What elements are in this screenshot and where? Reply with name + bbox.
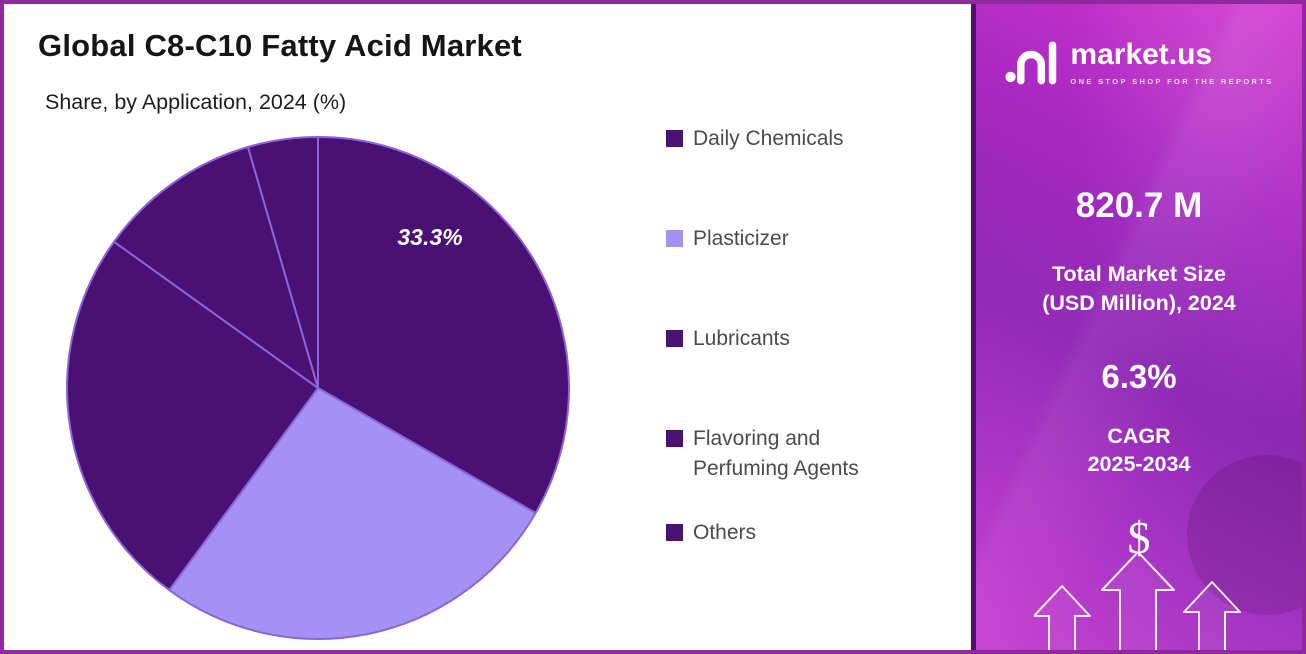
market-size-value: 820.7 M: [1075, 186, 1203, 225]
pie-slice-others: [246, 136, 320, 390]
pie-chart: [66, 136, 570, 640]
legend-item: Plasticizer: [666, 224, 946, 254]
brand-tagline: ONE STOP SHOP FOR THE REPORTS: [1070, 77, 1274, 86]
brand-name: market.us: [1070, 38, 1213, 71]
market-us-logo-icon: [1005, 41, 1057, 85]
pie-chart-area: 33.3%: [62, 132, 574, 644]
brand-panel: market.us ONE STOP SHOP FOR THE REPORTS …: [971, 4, 1302, 650]
legend-swatch-icon: [666, 430, 683, 447]
pie-slice-flavoring-and-perfuming-agents: [113, 145, 320, 390]
cagr-label: CAGR 2025-2034: [1088, 422, 1191, 478]
market-size-label-line2: (USD Million), 2024: [1042, 291, 1236, 315]
brand-logo: market.us ONE STOP SHOP FOR THE REPORTS: [1004, 38, 1273, 86]
legend-label: Daily Chemicals: [693, 127, 844, 150]
legend: Daily Chemicals Plasticizer Lubricants F…: [666, 124, 946, 618]
legend-item: Others: [666, 518, 946, 548]
cagr-label-line1: CAGR: [1107, 424, 1171, 448]
legend-swatch-icon: [666, 330, 683, 347]
legend-label: Others: [693, 521, 757, 544]
legend-label: Plasticizer: [693, 227, 789, 250]
legend-item: Daily Chemicals: [666, 124, 946, 154]
market-size-label-line1: Total Market Size: [1051, 262, 1227, 286]
legend-swatch-icon: [666, 230, 683, 247]
brand-text-block: market.us ONE STOP SHOP FOR THE REPORTS: [1070, 38, 1273, 86]
pie-slice-plasticizer: [168, 386, 537, 640]
chart-panel: Global C8-C10 Fatty Acid Market Share, b…: [4, 4, 971, 650]
chart-title: Global C8-C10 Fatty Acid Market: [38, 28, 522, 63]
legend-swatch-icon: [666, 130, 683, 147]
pie-slice-daily-chemicals: [316, 136, 570, 515]
pie-slice-lubricants: [66, 240, 320, 592]
legend-item: Flavoring and Perfuming Agents: [666, 424, 946, 484]
cagr-label-line2: 2025-2034: [1087, 452, 1191, 476]
growth-arrows-icon: [1034, 552, 1241, 650]
market-size-label: Total Market Size (USD Million), 2024: [1042, 260, 1236, 318]
brand-panel-content: market.us ONE STOP SHOP FOR THE REPORTS …: [976, 4, 1302, 650]
pie-data-label: 33.3%: [397, 224, 463, 250]
legend-label: Flavoring and Perfuming Agents: [693, 427, 859, 480]
dollar-icon: $: [1127, 512, 1151, 563]
chart-subtitle: Share, by Application, 2024 (%): [45, 90, 347, 114]
legend-label: Lubricants: [693, 327, 790, 350]
legend-item: Lubricants: [666, 324, 946, 354]
cagr-value: 6.3%: [1101, 358, 1177, 395]
legend-swatch-icon: [666, 524, 683, 541]
